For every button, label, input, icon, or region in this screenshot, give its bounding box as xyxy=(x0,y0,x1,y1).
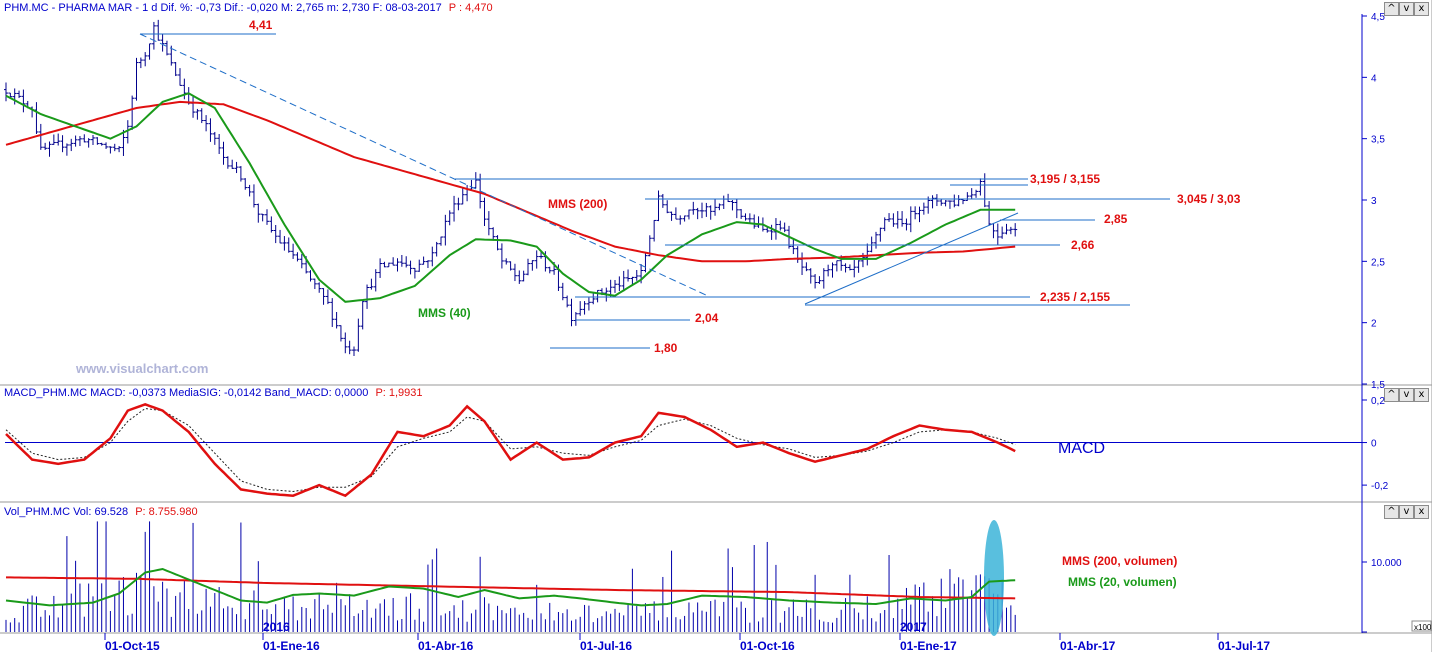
y-tick-label: 2 xyxy=(1371,319,1377,330)
vol-unit-label: x100 xyxy=(1414,623,1432,632)
x-year-label: 2016 xyxy=(263,620,290,634)
level-label: 4,41 xyxy=(249,18,273,32)
y-tick-label: 4,5 xyxy=(1371,12,1385,23)
trendline-support xyxy=(804,212,1019,305)
x-tick-label: 01-Jul-16 xyxy=(580,639,632,652)
mms200-line xyxy=(5,100,1016,263)
macd-title: MACD xyxy=(1058,440,1105,457)
y-tick-label: 2,5 xyxy=(1371,257,1385,268)
macd-y-tick-label: 0 xyxy=(1371,439,1377,450)
macd-y-tick-label: -0,2 xyxy=(1371,481,1389,492)
y-tick-label: 3,5 xyxy=(1371,135,1385,146)
level-label: 2,235 / 2,155 xyxy=(1040,290,1110,304)
macd-line xyxy=(5,402,1016,498)
volume-header-text: Vol_PHM.MC Vol: 69.528 xyxy=(4,506,129,518)
x-tick-label: 01-Oct-16 xyxy=(740,639,795,652)
volume-header-value: P: 8.755.980 xyxy=(135,506,198,518)
vol-y-tick-label: 10.000 xyxy=(1371,558,1402,569)
vol-mms20-label: MMS (20, volumen) xyxy=(1068,575,1177,589)
vol-unit-box xyxy=(1411,620,1432,632)
level-label: 1,80 xyxy=(654,341,678,355)
y-tick-label: 3 xyxy=(1371,196,1377,207)
x-tick-label: 01-Ene-17 xyxy=(900,639,957,652)
macd-panel-close-button[interactable]: x xyxy=(1414,388,1429,402)
y-tick-label: 4 xyxy=(1371,73,1377,84)
x-tick-label: 01-Abr-16 xyxy=(418,639,474,652)
watermark: www.visualchart.com xyxy=(76,361,209,376)
trendline-dashed xyxy=(139,33,709,297)
volume-header: Vol_PHM.MC Vol: 69.528 P: 8.755.980 xyxy=(4,506,198,518)
level-label: 3,195 / 3,155 xyxy=(1030,172,1100,186)
volume-panel-down-button[interactable]: v xyxy=(1399,505,1414,519)
level-label: 2,04 xyxy=(695,311,719,325)
macd-panel-up-button[interactable]: ^ xyxy=(1384,388,1399,402)
price-header: PHM.MC - PHARMA MAR - 1 d Dif. %: -0,73 … xyxy=(4,2,493,14)
level-label: 3,045 / 3,03 xyxy=(1177,192,1241,206)
vol-mms20-line xyxy=(5,567,1016,607)
panel-up-button[interactable]: ^ xyxy=(1384,2,1399,16)
y-tick-label: 1,5 xyxy=(1371,380,1385,391)
mms200-label: MMS (200) xyxy=(548,197,607,211)
macd-header: MACD_PHM.MC MACD: -0,0373 MediaSIG: -0,0… xyxy=(4,387,423,399)
x-tick-label: 01-Abr-17 xyxy=(1060,639,1116,652)
x-tick-label: 01-Ene-16 xyxy=(263,639,320,652)
volume-panel-up-button[interactable]: ^ xyxy=(1384,505,1399,519)
price-header-text: PHM.MC - PHARMA MAR - 1 d Dif. %: -0,73 … xyxy=(4,2,442,14)
volume-panel-close-button[interactable]: x xyxy=(1414,505,1429,519)
vol-mms200-label: MMS (200, volumen) xyxy=(1062,554,1177,568)
x-tick-label: 01-Jul-17 xyxy=(1218,639,1270,652)
mms40-line xyxy=(5,92,1016,303)
macd-header-value: P: 1,9931 xyxy=(375,387,423,399)
macd-panel-down-button[interactable]: v xyxy=(1399,388,1414,402)
volume-highlight xyxy=(984,520,1004,636)
price-header-value: P : 4,470 xyxy=(448,2,493,14)
vol-mms200-line xyxy=(6,576,1016,600)
macd-header-text: MACD_PHM.MC MACD: -0,0373 MediaSIG: -0,0… xyxy=(4,387,369,399)
macd-y-tick-label: 0,2 xyxy=(1371,396,1385,407)
mms40-label: MMS (40) xyxy=(418,306,471,320)
x-year-label: 2017 xyxy=(900,620,927,634)
x-tick-label: 01-Oct-15 xyxy=(105,639,160,652)
panel-close-button[interactable]: x xyxy=(1414,2,1429,16)
level-label: 2,85 xyxy=(1104,212,1128,226)
panel-down-button[interactable]: v xyxy=(1399,2,1414,16)
level-label: 2,66 xyxy=(1071,238,1095,252)
